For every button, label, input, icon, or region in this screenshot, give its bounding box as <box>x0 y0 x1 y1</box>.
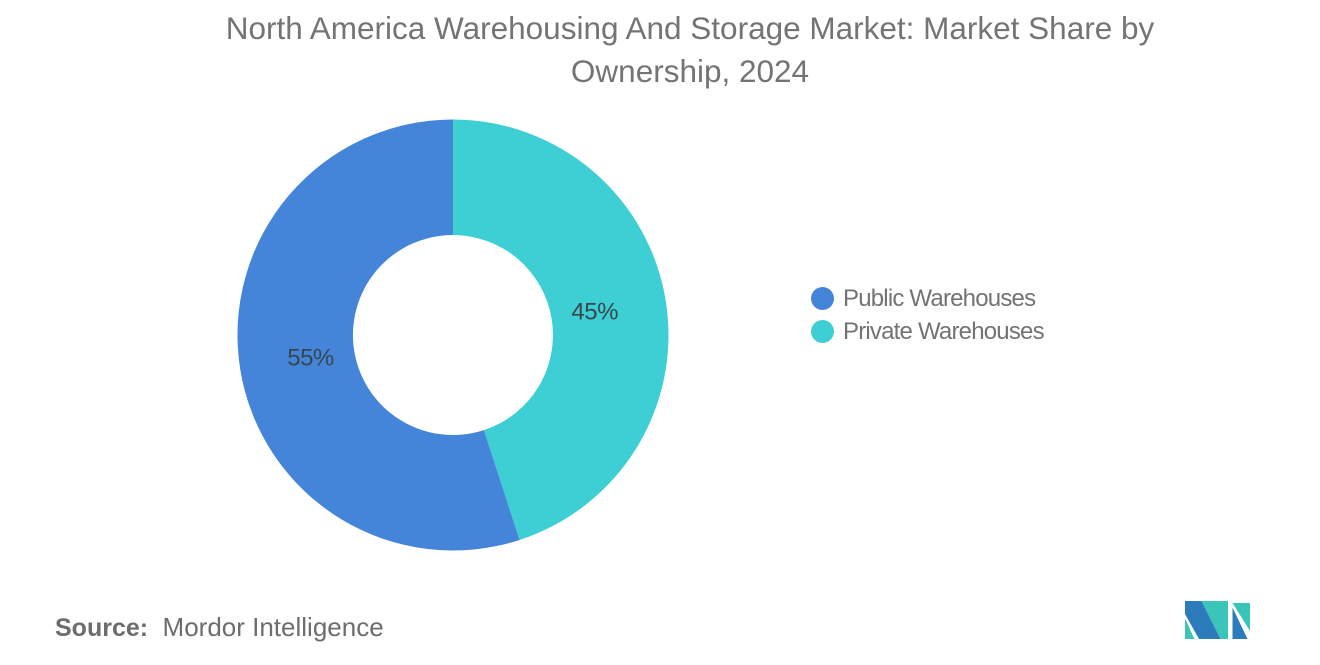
svg-text:55%: 55% <box>287 345 334 372</box>
svg-text:45%: 45% <box>571 299 618 326</box>
